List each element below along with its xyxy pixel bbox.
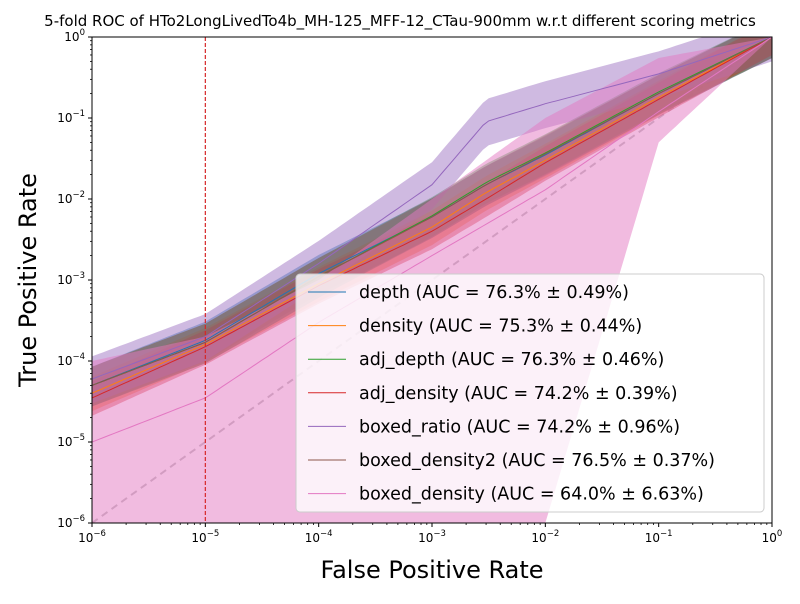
legend: depth (AUC = 76.3% ± 0.49%) density (AUC … bbox=[295, 273, 765, 513]
series-line-5 bbox=[92, 37, 772, 386]
y-tick-label: 10−6 bbox=[57, 514, 85, 530]
legend-label-3: adj_density (AUC = 74.2% ± 0.39%) bbox=[359, 384, 678, 404]
y-tick-label: 10−4 bbox=[57, 352, 85, 368]
x-tick-label: 100 bbox=[762, 529, 783, 545]
y-tick-label: 10−2 bbox=[57, 190, 85, 206]
y-tick-label: 10−1 bbox=[57, 109, 85, 125]
legend-label-2: adj_depth (AUC = 76.3% ± 0.46%) bbox=[359, 350, 664, 370]
legend-label-6: boxed_density (AUC = 64.0% ± 6.63%) bbox=[359, 485, 704, 505]
x-axis-label: False Positive Rate bbox=[320, 556, 543, 584]
legend-label-0: depth (AUC = 76.3% ± 0.49%) bbox=[359, 283, 629, 303]
y-tick-label: 100 bbox=[64, 28, 85, 44]
x-tick-label: 10−2 bbox=[531, 529, 559, 545]
legend-box bbox=[295, 273, 765, 513]
x-tick-label: 10−5 bbox=[191, 529, 219, 545]
x-tick-label: 10−6 bbox=[78, 529, 106, 545]
y-tick-label: 10−3 bbox=[57, 271, 85, 287]
legend-label-5: boxed_density2 (AUC = 76.5% ± 0.37%) bbox=[359, 451, 715, 471]
x-tick-label: 10−4 bbox=[305, 529, 333, 545]
series-line-4 bbox=[92, 37, 772, 380]
x-tick-label: 10−3 bbox=[418, 529, 446, 545]
legend-label-1: density (AUC = 75.3% ± 0.44%) bbox=[359, 317, 642, 337]
chart-title: 5-fold ROC of HTo2LongLivedTo4b_MH-125_M… bbox=[44, 12, 756, 31]
x-tick-label: 10−1 bbox=[645, 529, 673, 545]
legend-label-4: boxed_ratio (AUC = 74.2% ± 0.96%) bbox=[359, 417, 680, 437]
y-tick-label: 10−5 bbox=[57, 433, 85, 449]
y-axis-label: True Positive Rate bbox=[14, 173, 42, 388]
